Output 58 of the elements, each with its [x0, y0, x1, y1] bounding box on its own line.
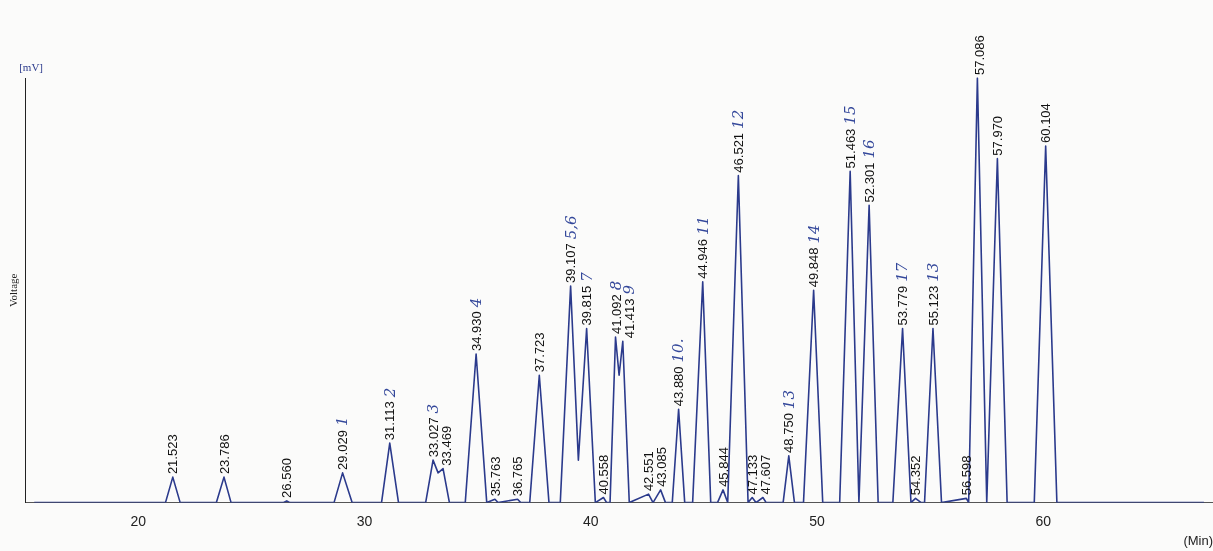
y-axis-title: Voltage [7, 273, 20, 307]
annotation: 5,6 [561, 214, 580, 240]
annotation: 1 [333, 416, 352, 427]
x-tick-label: 30 [356, 512, 373, 529]
annotation: 41.413 [622, 298, 638, 339]
annotation: 33.027 [425, 417, 441, 458]
annotation: 12 [729, 109, 748, 129]
annotation: 4 [467, 297, 485, 309]
annotation: 33.469 [438, 425, 454, 466]
annotation: 60.104 [1038, 103, 1054, 143]
annotation: 55.123 [925, 285, 941, 326]
annotation: 47.133 [744, 454, 760, 495]
annotation: 57.970 [989, 115, 1005, 156]
annotation: 49.848 [806, 247, 822, 288]
annotation: 13 [923, 262, 942, 282]
annotation: 43.085 [654, 447, 670, 487]
annotation: 51.463 [842, 128, 858, 169]
annotation: 34.930 [468, 311, 484, 351]
annotation: 21.523 [165, 434, 181, 475]
annotation: 35.763 [487, 456, 503, 497]
x-axis-title: (Min) [1183, 532, 1213, 548]
annotation: 11 [693, 215, 712, 236]
annotation: 48.750 [781, 413, 797, 453]
annotation: 44.946 [695, 239, 711, 279]
annotation: 23.786 [216, 434, 232, 475]
annotation: 53.779 [895, 285, 911, 326]
annotation: 43.880 [671, 366, 687, 407]
x-tick-label: 60 [1035, 512, 1052, 529]
annotation: 13 [779, 390, 798, 410]
annotation: 31.113 [382, 401, 398, 441]
annotation: 57.086 [971, 35, 987, 75]
annotation: 26.560 [279, 458, 295, 498]
annotation: 37.723 [531, 332, 547, 373]
annotation: 42.551 [641, 451, 657, 492]
annotation: 46.521 [730, 132, 746, 173]
x-tick-label: 50 [809, 512, 826, 529]
annotation: 56.598 [958, 455, 974, 496]
annotation: 3 [423, 403, 442, 414]
annotation: 15 [841, 105, 860, 125]
annotation: 41.092 [609, 294, 625, 335]
annotation: 29.029 [335, 430, 351, 470]
annotation: 40.558 [596, 454, 612, 495]
annotation: 7 [577, 271, 596, 282]
annotation: 2 [380, 387, 399, 399]
annotation: 39.107 [563, 243, 579, 284]
annotation: 54.352 [908, 455, 924, 496]
annotation: 45.844 [715, 447, 731, 487]
annotation: 16 [860, 139, 879, 159]
text: [mV] [19, 61, 44, 74]
x-tick-label: 20 [130, 512, 147, 529]
annotation: 52.301 [861, 162, 877, 203]
annotation: 47.607 [757, 454, 773, 495]
annotation: 17 [893, 262, 912, 282]
annotation: 39.815 [579, 285, 595, 326]
x-tick-label: 40 [583, 512, 599, 529]
annotation: 10. [669, 338, 688, 363]
annotation: 14 [804, 224, 823, 244]
annotation: 36.765 [510, 456, 526, 497]
